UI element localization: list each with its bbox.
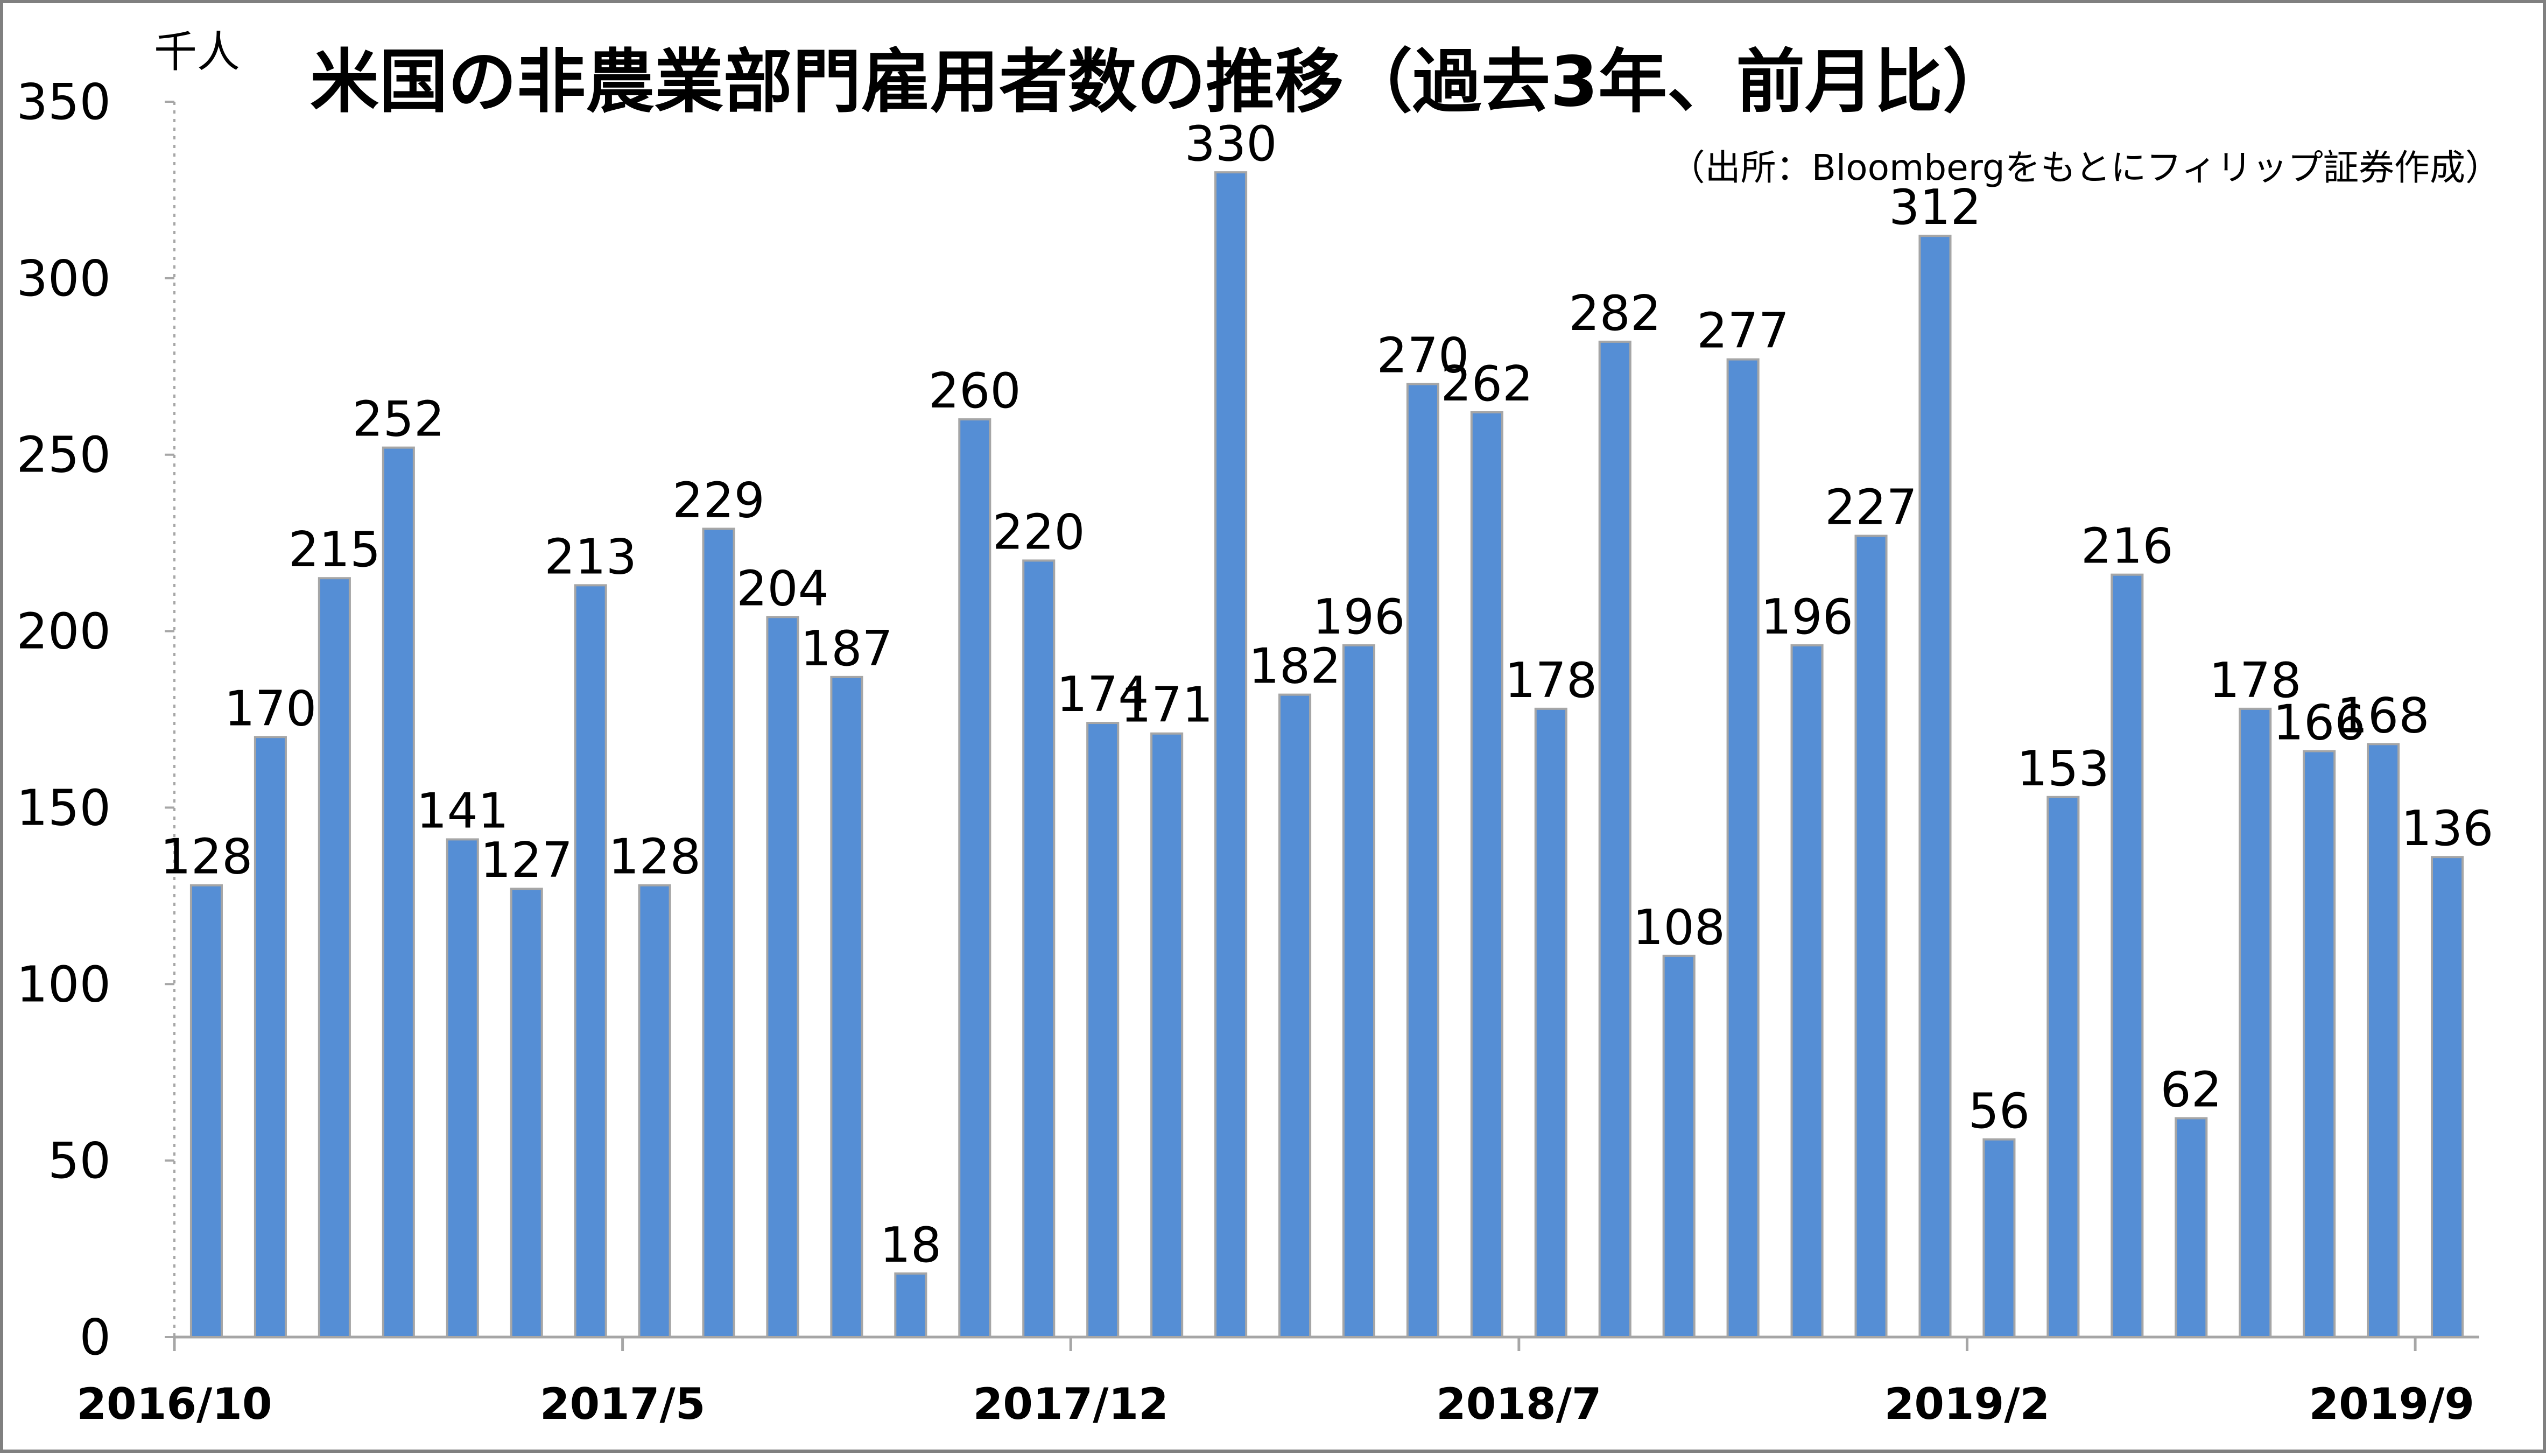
value-label-2017-6: 229	[672, 472, 765, 529]
value-label-2019-3: 153	[2017, 741, 2109, 797]
value-label-2019-6: 178	[2209, 652, 2302, 709]
bar-2018-4	[1342, 644, 1376, 1338]
value-label-2017-12: 174	[1057, 666, 1149, 723]
y-tick-label: 100	[16, 955, 111, 1013]
value-label-2019-7: 166	[2273, 695, 2366, 751]
bar-2017-8	[830, 676, 863, 1338]
y-tick-label: 300	[16, 250, 111, 307]
x-tick-label: 2019/9	[2309, 1379, 2475, 1429]
bar-2019-6	[2239, 707, 2272, 1338]
value-label-2016-11: 170	[224, 680, 317, 737]
value-label-2016-10: 128	[160, 829, 253, 885]
value-label-2017-1: 252	[352, 391, 445, 448]
axes: 0 50 100 150 200 250 300 350 2016/10 2017/5 2017/1…	[16, 73, 2479, 1429]
value-label-2019-1: 312	[1889, 179, 1981, 236]
y-tick-label: 250	[16, 426, 111, 484]
value-label-2018-3: 182	[1249, 638, 1341, 695]
value-label-2018-9: 108	[1633, 899, 1725, 956]
bar-2016-12	[318, 577, 351, 1338]
bar-2017-4	[574, 584, 607, 1338]
value-label-2017-2: 141	[416, 783, 509, 839]
bar-2017-1	[382, 446, 415, 1338]
bar-2019-4	[2111, 573, 2144, 1338]
bar-2016-10	[189, 884, 223, 1338]
value-label-2017-4: 213	[544, 529, 637, 585]
bar-2017-7	[766, 616, 799, 1338]
value-label-2016-12: 215	[288, 522, 381, 578]
bar-2018-1	[1150, 732, 1184, 1338]
value-label-2018-12: 227	[1825, 480, 1917, 536]
bars-group	[189, 171, 2464, 1339]
value-label-2017-8: 187	[800, 621, 893, 677]
x-tick-label: 2018/7	[1436, 1379, 1602, 1429]
value-label-2019-2: 56	[1968, 1083, 2030, 1140]
value-label-2019-5: 62	[2160, 1061, 2222, 1118]
value-label-2018-5: 270	[1377, 328, 1469, 384]
y-tick-label: 200	[16, 603, 111, 660]
bar-2019-1	[1918, 235, 1952, 1339]
bar-2019-9	[2430, 856, 2464, 1338]
value-label-2019-9: 136	[2401, 800, 2494, 857]
bar-2019-7	[2303, 750, 2336, 1338]
x-tick-label: 2017/12	[973, 1379, 1169, 1429]
value-label-2019-4: 216	[2081, 518, 2174, 575]
bar-2019-3	[2046, 796, 2080, 1339]
bar-2017-10	[958, 418, 991, 1339]
bar-2018-6	[1470, 411, 1503, 1338]
bar-2017-6	[702, 527, 735, 1338]
y-tick-label: 150	[16, 779, 111, 836]
value-label-2017-11: 220	[993, 504, 1085, 560]
x-tick-label: 2016/10	[76, 1379, 272, 1429]
bar-2019-8	[2367, 743, 2400, 1338]
bar-2018-11	[1790, 644, 1824, 1338]
bar-2018-12	[1854, 534, 1888, 1338]
value-label-2018-6: 262	[1440, 356, 1533, 412]
bar-2018-5	[1406, 383, 1439, 1338]
bar-2018-7	[1534, 707, 1567, 1338]
y-tick-label: 50	[48, 1132, 111, 1190]
bar-2017-9	[894, 1272, 927, 1339]
value-label-2018-7: 178	[1504, 652, 1597, 709]
bar-2017-5	[638, 884, 671, 1338]
value-label-2018-1: 171	[1121, 677, 1213, 734]
value-label-2017-5: 128	[608, 829, 701, 885]
bar-2018-8	[1598, 340, 1631, 1338]
bar-2018-9	[1662, 954, 1696, 1339]
bar-2016-11	[254, 736, 287, 1338]
x-tick-label: 2019/2	[1884, 1379, 2050, 1429]
bar-2018-3	[1278, 693, 1312, 1338]
value-label-2018-8: 282	[1569, 285, 1661, 342]
bar-chart: 米国の非農業部門雇用者数の推移（過去3年、前月比） （出所：Bloombergを…	[16, 27, 2501, 1429]
bar-2019-2	[1982, 1138, 2016, 1339]
bar-2017-11	[1022, 559, 1056, 1338]
x-tick-label: 2017/5	[540, 1379, 706, 1429]
chart-source: （出所：Bloombergをもとにフィリップ証券作成）	[1670, 147, 2501, 188]
value-label-2017-3: 127	[480, 832, 573, 889]
value-label-2017-7: 204	[736, 560, 829, 617]
value-label-2018-2: 330	[1185, 116, 1277, 172]
bar-2017-12	[1086, 722, 1120, 1338]
y-tick-label: 0	[79, 1309, 111, 1366]
bar-2018-2	[1214, 171, 1248, 1339]
bar-2017-2	[446, 838, 479, 1338]
value-label-2017-9: 18	[880, 1217, 942, 1274]
bar-2017-3	[510, 888, 543, 1338]
value-label-2017-10: 260	[929, 363, 1021, 419]
y-tick-label: 350	[16, 73, 111, 131]
bar-2019-5	[2175, 1117, 2208, 1338]
y-unit-label: 千人	[154, 27, 240, 77]
value-label-2018-11: 196	[1761, 589, 1853, 645]
chart-title: 米国の非農業部門雇用者数の推移（過去3年、前月比）	[310, 42, 2012, 122]
value-label-2018-4: 196	[1313, 589, 1405, 645]
value-label-2018-10: 277	[1697, 303, 1789, 360]
value-label-2019-8: 168	[2337, 687, 2430, 744]
bar-2018-10	[1726, 358, 1760, 1339]
